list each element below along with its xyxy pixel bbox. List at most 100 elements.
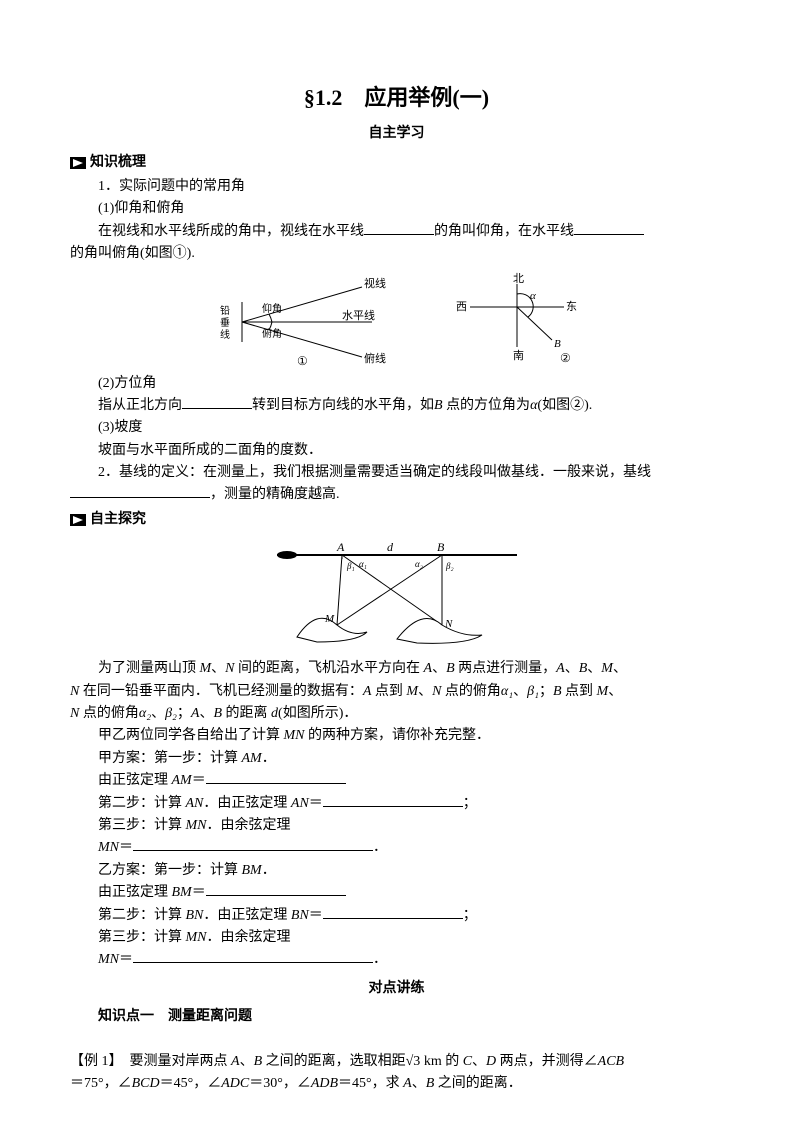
svg-text:俯角: 俯角 [262,327,282,340]
paragraph: 的角叫俯角(如图①). [70,243,723,265]
section-title-practice: 对点讲练 [70,978,723,1000]
svg-text:B: B [437,540,445,554]
text: 点到 [371,684,406,699]
var: B [254,1054,263,1069]
var: α₁ [501,684,513,699]
text: ； [177,706,191,721]
var: BN [186,908,204,923]
var: A [424,661,433,676]
svg-text:N: N [444,618,453,630]
fill-blank[interactable] [70,484,210,498]
example-1: 【例 1】 要测量对岸两点 A、B 之间的距离，选取相距√3 km 的 C、D … [70,1051,723,1073]
paragraph: 为了测量两山顶 M、N 间的距离，飞机沿水平方向在 A、B 两点进行测量，A、B… [70,658,723,680]
svg-text:垂: 垂 [220,317,230,329]
text: 指从正北方向 [98,398,182,413]
text: ＝30°，∠ [249,1076,311,1091]
triangle-icon [70,514,86,526]
var: d [271,706,278,721]
text: ＝45°，求 [338,1076,403,1091]
svg-text:①: ① [297,354,308,367]
var: AN [186,796,204,811]
var: A [231,1054,240,1069]
paragraph: 由正弦定理 AM＝ [70,770,723,792]
text: 、 [587,661,601,676]
paragraph: MN＝． [70,949,723,971]
var: B [446,661,455,676]
var: MN [186,818,207,833]
text: 在同一铅垂平面内．飞机已经测量的数据有： [79,684,363,699]
paragraph: 第三步：计算 MN．由余弦定理 [70,815,723,837]
diagram-mountain: A B d β₁ α₁ α₂ β₂ M N [70,537,723,652]
var: BM [242,863,262,878]
var: B [426,1076,435,1091]
text: 的距离 [222,706,271,721]
paragraph: 由正弦定理 BM＝ [70,882,723,904]
paragraph: 1．实际问题中的常用角 [70,176,723,198]
paragraph: N 点的俯角α₂、β₂；A、B 的距离 d(如图所示)． [70,703,723,725]
text: 甲乙两位同学各自给出了计算 [98,728,284,743]
fill-blank[interactable] [574,221,644,235]
svg-text:β₁: β₁ [346,561,355,571]
paragraph: 第二步：计算 BN．由正弦定理 BN＝； [70,905,723,927]
paragraph: 第二步：计算 AN．由正弦定理 AN＝； [70,793,723,815]
text: 点的俯角 [441,684,501,699]
svg-text:α₁: α₁ [359,559,367,569]
text: ．由余弦定理 [207,818,291,833]
text: ．由正弦定理 [203,796,291,811]
text: ＝75°，∠ [70,1076,132,1091]
text: ＝ [192,773,206,788]
paragraph: 乙方案：第一步：计算 BM． [70,860,723,882]
fill-blank[interactable] [206,770,346,784]
text: (如图②). [537,398,592,413]
var: M [200,661,212,676]
text: km 的 [420,1054,462,1069]
text: ． [373,952,387,967]
text: ； [463,796,477,811]
svg-text:A: A [336,540,345,554]
knowledge-point-title: 知识点一 测量距离问题 [70,1006,723,1028]
paragraph: (3)坡度 [70,417,723,439]
svg-text:东: 东 [566,300,577,313]
text: ＝45°，∠ [160,1076,222,1091]
text: 、 [418,684,432,699]
text: 之间的距离． [434,1076,522,1091]
paragraph: (2)方位角 [70,373,723,395]
text: 之间的距离，选取相距 [262,1054,406,1069]
text: ．由余弦定理 [207,930,291,945]
paragraph: 指从正北方向转到目标方向线的水平角，如B 点的方位角为α(如图②). [70,395,723,417]
fill-blank[interactable] [133,837,373,851]
text: ＝ [309,908,323,923]
text: 第二步：计算 [98,908,186,923]
fill-blank[interactable] [206,882,346,896]
fill-blank[interactable] [323,905,463,919]
text: ． [373,840,387,855]
text: 点到 [562,684,597,699]
text: ．由正弦定理 [203,908,291,923]
text: 两点，并测得∠ [496,1054,598,1069]
svg-text:北: 北 [513,272,524,285]
text: 、 [432,661,446,676]
paragraph: 2．基线的定义：在测量上，我们根据测量需要适当确定的线段叫做基线．一般来说，基线… [70,462,723,507]
paragraph: MN＝． [70,837,723,859]
var: N [225,661,234,676]
text: 、 [412,1076,426,1091]
text: ，测量的精确度越高. [210,487,340,502]
var: BCD [132,1076,160,1091]
fill-blank[interactable] [133,949,373,963]
svg-text:仰角: 仰角 [262,303,282,315]
fill-blank[interactable] [182,395,252,409]
paragraph: ＝75°，∠BCD＝45°，∠ADC＝30°，∠ADB＝45°，求 A、B 之间… [70,1073,723,1095]
text: 在视线和水平线所成的角中，视线在水平线 [98,224,364,239]
fill-blank[interactable] [364,221,434,235]
paragraph: N 在同一铅垂平面内．飞机已经测量的数据有：A 点到 M、N 点的俯角α₁、β₁… [70,681,723,703]
text: ＝ [119,952,133,967]
text: 、 [240,1054,254,1069]
text: 第二步：计算 [98,796,186,811]
var: MN [98,840,119,855]
fill-blank[interactable] [323,793,463,807]
var: β₁ [527,684,539,699]
section-header-text: 自主探究 [90,509,146,531]
text: ； [463,908,477,923]
text: 的两种方案，请你补充完整． [305,728,491,743]
diagram-row-1: 视线 水平线 俯线 仰角 俯角 铅 垂 线 ① 北 南 东 西 α B ② [70,272,723,367]
